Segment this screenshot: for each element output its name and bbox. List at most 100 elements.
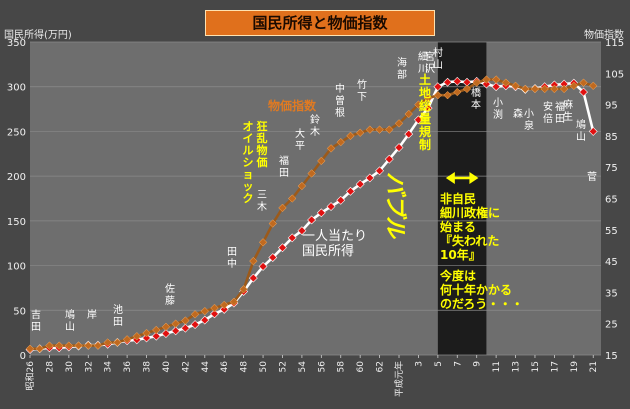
income-point — [336, 195, 346, 205]
price-index-point — [521, 84, 530, 94]
income-point — [307, 215, 317, 225]
pm-name-label: 橋 — [471, 86, 481, 99]
price-index-point — [472, 78, 481, 87]
chart-title: 国民所得と物価指数 — [205, 10, 435, 36]
oil-shock-label: ッ — [243, 180, 254, 193]
price-series-label: 物価指数 — [268, 98, 317, 113]
left-tick-label: 350 — [7, 38, 26, 49]
price-index-point — [84, 341, 93, 350]
pm-name-label: 小 — [524, 108, 534, 120]
price-index-point — [152, 325, 161, 335]
price-index-point — [249, 256, 258, 266]
price-index-point — [35, 344, 44, 353]
income-point — [297, 226, 307, 236]
price-index-point — [239, 285, 248, 294]
x-tick-label: 7 — [453, 361, 463, 367]
price-index-point — [229, 297, 239, 306]
price-index-point — [589, 81, 598, 90]
oil-shock-label: ル — [243, 144, 254, 157]
x-tick-label: 17 — [550, 361, 560, 372]
land-regulation-label: 総 — [419, 98, 431, 113]
lost-decade-text: 10年』 — [440, 247, 481, 262]
left-tick-label: 100 — [7, 262, 26, 273]
pm-name-label: 生 — [563, 110, 573, 123]
x-tick-label: 平成元年 — [393, 361, 405, 397]
pm-name-label: 細 — [418, 50, 428, 63]
pm-name-label: 宮 — [425, 50, 435, 63]
price-index-point — [326, 144, 336, 153]
price-index-point — [190, 310, 200, 319]
lost-decade-text: 『失われた — [440, 233, 499, 248]
pm-name-label: 木 — [257, 201, 267, 213]
oil-shock-label: 物 — [257, 143, 268, 157]
x-tick-label: 21 — [589, 361, 599, 372]
income-point — [326, 202, 336, 211]
price-index-point — [268, 219, 277, 228]
pm-name-label: 倍 — [543, 112, 553, 125]
left-axis-title: 国民所得(万円) — [4, 30, 72, 41]
income-point — [171, 326, 181, 336]
income-point — [258, 262, 268, 271]
pm-name-label: 田 — [227, 247, 237, 258]
right-tick-label: 35 — [605, 288, 618, 299]
oil-shock-label: イ — [243, 132, 254, 145]
pm-name-label: 田 — [555, 114, 565, 125]
left-tick-label: 300 — [7, 83, 26, 94]
price-index-point — [453, 87, 462, 97]
income-point — [414, 115, 423, 125]
price-index-point — [365, 125, 375, 134]
x-tick-label: 42 — [181, 361, 191, 372]
price-index-point — [258, 238, 268, 247]
pm-name-label: 村 — [433, 46, 443, 59]
income-series-label: 一人当たり — [302, 229, 367, 244]
price-index-point — [93, 341, 103, 350]
pm-name-label: 下 — [357, 92, 367, 103]
income-point — [210, 309, 219, 319]
price-index-point — [171, 319, 180, 328]
price-index-point — [297, 181, 307, 191]
pm-name-label: 岸 — [87, 309, 97, 321]
income-point — [365, 173, 375, 183]
income-point — [287, 233, 297, 243]
price-index-point — [511, 81, 520, 90]
pm-name-label: 曽 — [335, 94, 345, 107]
pm-name-label: 麻 — [563, 98, 573, 111]
price-index-point — [501, 78, 510, 87]
pm-name-label: 川 — [418, 64, 428, 75]
bubble-label: バブル — [382, 172, 408, 239]
price-index-point — [74, 341, 83, 350]
x-tick-label: 9 — [473, 361, 483, 367]
x-tick-label: 30 — [65, 361, 75, 373]
price-index-point — [317, 156, 326, 166]
oil-shock-label: ク — [243, 192, 254, 205]
land-regulation-label: 地 — [419, 85, 431, 100]
price-index-point — [433, 91, 443, 100]
land-regulation-label: 土 — [419, 72, 431, 87]
pm-name-label: 木 — [310, 126, 320, 138]
income-point — [433, 82, 443, 92]
pm-name-label: 中 — [227, 257, 237, 270]
pm-name-label: 佐 — [165, 283, 175, 295]
pm-name-label: 根 — [335, 106, 345, 119]
price-index-point — [54, 341, 64, 350]
income-series-label: 国民所得 — [302, 243, 354, 259]
pm-name-label: 鳩 — [65, 308, 75, 321]
x-tick-label: 36 — [123, 361, 133, 373]
next-decades-text: 何十年かかる — [440, 282, 512, 297]
income-point — [452, 76, 462, 86]
arrow-head-right — [469, 172, 479, 184]
right-tick-label: 65 — [605, 195, 618, 206]
x-tick-label: 60 — [356, 361, 366, 373]
x-tick-label: 19 — [570, 361, 580, 373]
price-index-point — [550, 84, 559, 94]
left-tick-label: 0 — [20, 351, 26, 362]
x-tick-label: 58 — [337, 361, 347, 373]
income-point — [161, 329, 171, 338]
income-point — [394, 143, 404, 152]
income-point — [248, 273, 258, 283]
x-tick-label: 34 — [104, 361, 114, 373]
right-tick-label: 25 — [605, 320, 618, 331]
pm-name-label: 田 — [279, 168, 289, 179]
